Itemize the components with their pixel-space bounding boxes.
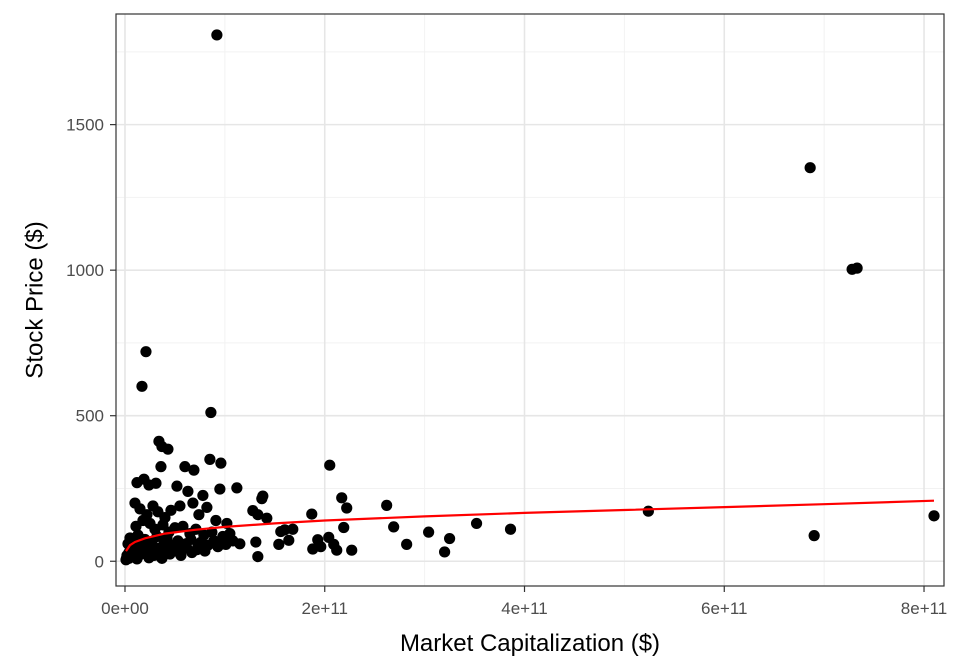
data-point (197, 489, 209, 502)
points (120, 29, 940, 566)
x-tick-label: 8e+11 (901, 599, 947, 618)
trend-line (125, 499, 935, 552)
data-point (131, 553, 143, 565)
data-point (182, 485, 194, 497)
y-tick-label: 0 (95, 552, 104, 571)
data-point (470, 517, 483, 530)
data-point (388, 521, 400, 533)
data-point (851, 262, 863, 274)
y-tick-label: 1500 (66, 116, 104, 135)
data-point (804, 162, 816, 174)
data-point (215, 457, 227, 469)
data-point (140, 346, 152, 358)
data-point (341, 502, 353, 514)
data-point (252, 550, 264, 563)
y-tick-label: 1000 (66, 261, 104, 280)
data-point (331, 544, 343, 556)
data-point (252, 509, 264, 521)
data-point (306, 508, 318, 520)
data-point (256, 493, 268, 505)
data-point (210, 514, 222, 527)
data-point (273, 538, 285, 550)
data-point (211, 29, 223, 41)
x-tick-label: 0e+00 (101, 599, 149, 618)
trend-layer (125, 499, 935, 552)
data-point (312, 534, 324, 546)
data-point (214, 483, 226, 495)
data-point (439, 546, 451, 558)
data-point (143, 552, 155, 564)
data-point (279, 524, 291, 536)
data-point (443, 532, 456, 545)
data-point (261, 512, 273, 524)
data-point (283, 534, 295, 546)
data-point (123, 552, 135, 564)
data-point (136, 380, 148, 392)
data-point (336, 492, 348, 504)
axes: 0e+00 2e+11 4e+11 6e+11 8e+11 0 500 1000 1500 (66, 116, 947, 618)
data-point (234, 538, 246, 550)
data-point (808, 530, 820, 542)
data-point (205, 406, 217, 419)
data-point (174, 500, 186, 512)
data-point (642, 505, 654, 517)
plot-border (115, 13, 945, 587)
data-point (156, 440, 168, 453)
data-point (156, 552, 168, 564)
data-point (171, 480, 183, 492)
data-point (165, 504, 177, 516)
data-point (199, 545, 211, 557)
data-point (346, 544, 358, 556)
data-point (381, 499, 393, 511)
data-point (231, 482, 243, 494)
data-point (155, 461, 167, 473)
grid (116, 14, 944, 586)
data-point (177, 520, 189, 532)
x-tick-label: 6e+11 (701, 599, 747, 618)
data-point (287, 523, 299, 535)
data-point (185, 533, 197, 546)
x-axis-title: Market Capitalization ($) (400, 630, 660, 657)
data-point (250, 536, 262, 548)
data-point (504, 523, 517, 535)
data-point (204, 453, 216, 465)
y-axis-title: Stock Price ($) (21, 221, 48, 378)
data-point (193, 509, 205, 521)
data-point (150, 477, 162, 489)
data-point (423, 526, 435, 538)
data-point (220, 538, 232, 550)
plot-panel (116, 14, 944, 586)
data-point (401, 538, 413, 550)
x-tick-label: 2e+11 (302, 599, 348, 618)
data-point (179, 461, 191, 473)
data-point (324, 459, 336, 471)
data-point (187, 497, 199, 509)
data-point (188, 464, 200, 476)
data-point (928, 510, 940, 522)
y-tick-label: 500 (76, 407, 104, 426)
x-tick-label: 4e+11 (501, 599, 547, 618)
data-point (201, 501, 213, 514)
data-point (338, 521, 350, 534)
